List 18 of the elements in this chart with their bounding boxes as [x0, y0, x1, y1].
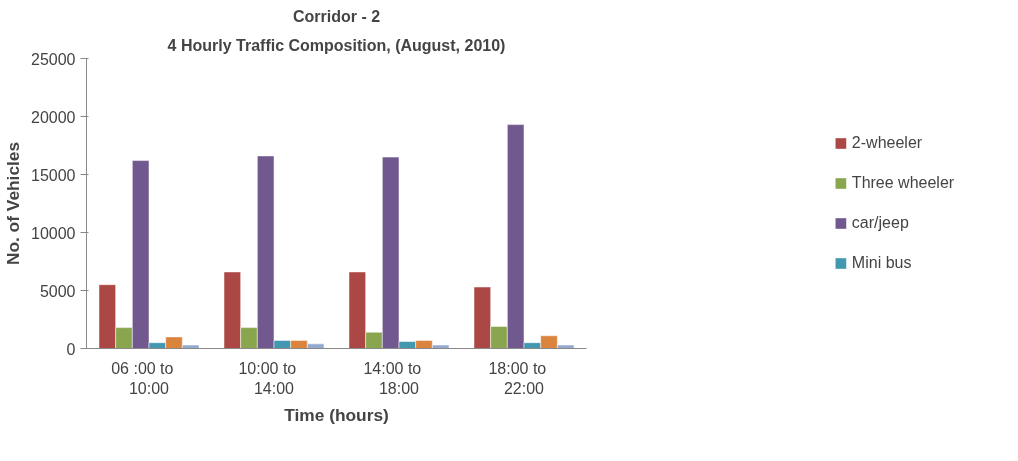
x-tick-label: 14:00 to 18:00: [363, 359, 422, 397]
chart-title: Corridor - 2: [292, 7, 381, 25]
y-tick-label: 0: [66, 340, 76, 358]
x-tick-label: 10:00 to 14:00: [238, 359, 297, 397]
legend-label: Mini bus: [851, 254, 912, 272]
x-axis-title: Time (hours): [284, 404, 389, 425]
y-tick-label: 5000: [39, 282, 76, 300]
y-tick-label: 10000: [31, 224, 76, 242]
legend-label: 2-wheeler: [851, 134, 923, 152]
y-tick-label: 20000: [31, 108, 76, 126]
x-tick-label: 18:00 to 22:00: [488, 359, 547, 397]
y-axis-title: No. of Vehicles: [3, 141, 24, 266]
y-tick-label: 15000: [31, 166, 76, 184]
legend-label: Three wheeler: [851, 174, 955, 192]
y-tick-label: 25000: [31, 50, 76, 68]
chart-subtitle: 4 Hourly Traffic Composition, (August, 2010): [167, 36, 506, 54]
x-tick-label: 06 :00 to 10:00: [111, 359, 174, 397]
legend-label: car/jeep: [851, 214, 909, 232]
